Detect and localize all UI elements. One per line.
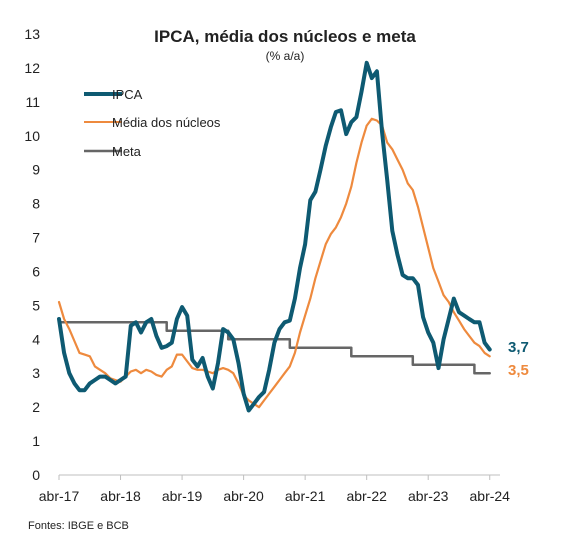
legend-label-meta: Meta [112,144,142,159]
x-tick-label: abr-20 [223,488,264,504]
source-note: Fontes: IBGE e BCB [28,520,129,532]
x-tick-label: abr-23 [408,488,449,504]
legend-label-ipca: IPCA [112,87,143,102]
series-layer [57,60,492,413]
y-tick-label: 8 [32,196,40,212]
media-nucleos-line [57,117,491,409]
y-tick-label: 10 [24,128,40,144]
legend: IPCA Média dos núcleos Meta [84,87,221,159]
x-tick-label: abr-19 [162,488,203,504]
y-tick-label: 0 [32,467,40,483]
legend-item-ipca: IPCA [84,87,143,102]
ipca-line [57,60,492,413]
legend-item-meta: Meta [84,144,142,159]
legend-label-media-nucleos: Média dos núcleos [112,115,221,130]
y-tick-label: 3 [32,365,40,381]
nucleos-end-label: 3,5 [508,362,529,379]
y-tick-label: 5 [32,297,40,313]
x-tick-label: abr-17 [39,488,80,504]
chart-title: IPCA, média dos núcleos e meta [154,27,416,46]
ipca-end-label: 3,7 [508,339,529,356]
y-tick-label: 9 [32,162,40,178]
y-tick-label: 12 [24,60,40,76]
y-tick-label: 6 [32,263,40,279]
meta-line [57,321,491,375]
x-tick-label: abr-18 [100,488,141,504]
x-tick-label: abr-24 [470,488,511,504]
y-tick-label: 1 [32,433,40,449]
chart-subtitle: (% a/a) [266,49,305,63]
y-tick-label: 4 [32,331,40,347]
y-tick-label: 13 [24,26,40,42]
y-tick-label: 2 [32,399,40,415]
y-tick-label: 7 [32,230,40,246]
x-axis: abr-17 abr-18 abr-19 abr-20 abr-21 abr-22 abr-… [39,474,511,504]
y-tick-label: 11 [25,94,40,110]
legend-item-media-nucleos: Média dos núcleos [84,115,221,130]
x-tick-label: abr-21 [285,488,326,504]
x-tick-label: abr-22 [346,488,387,504]
